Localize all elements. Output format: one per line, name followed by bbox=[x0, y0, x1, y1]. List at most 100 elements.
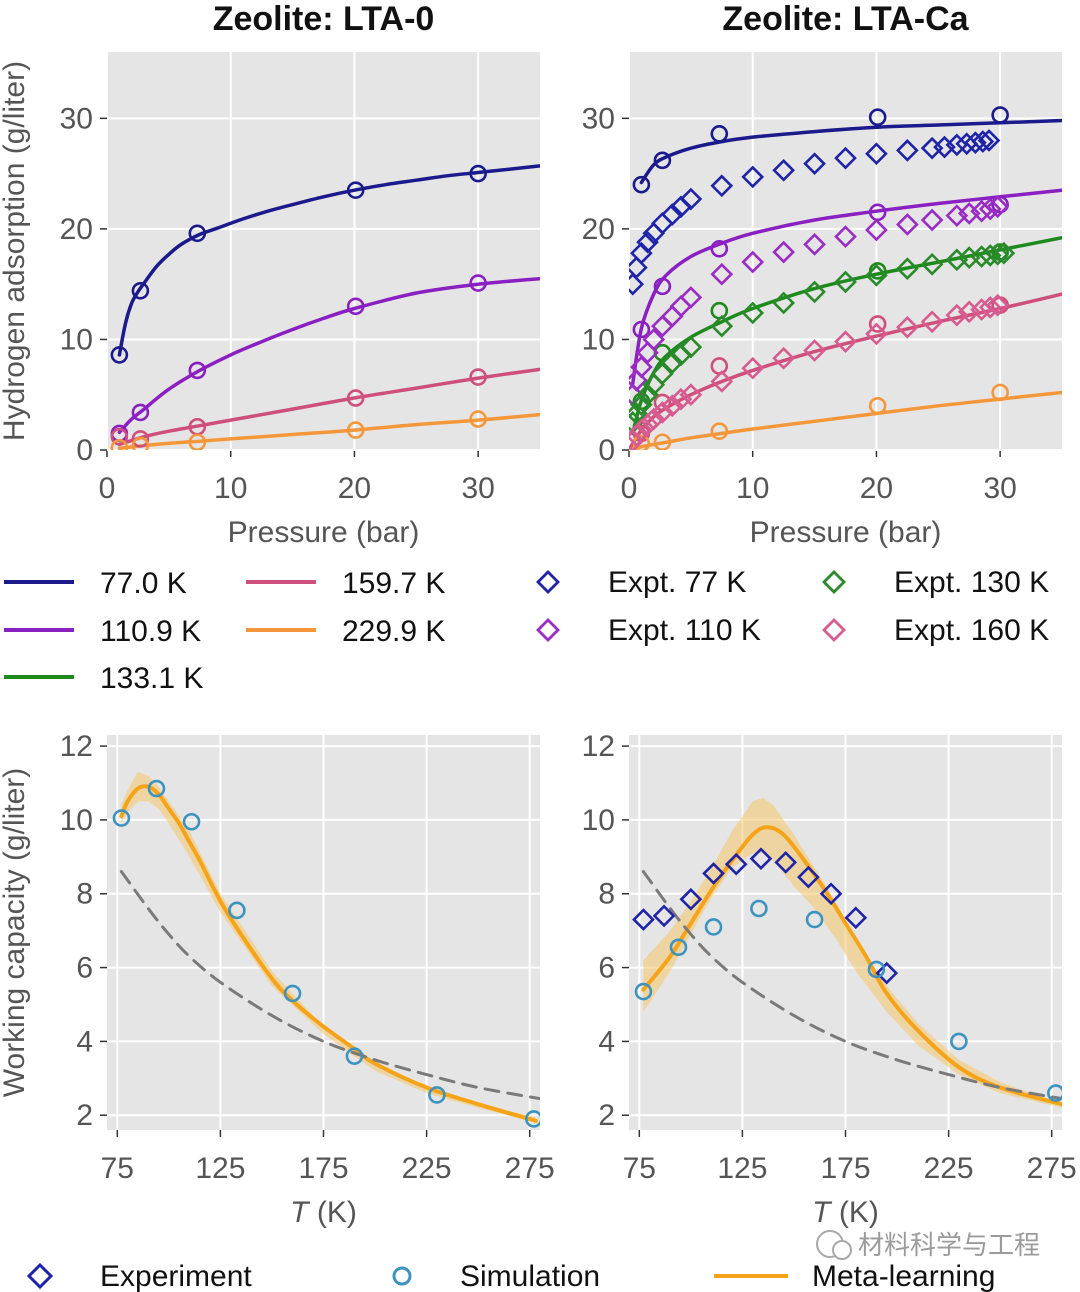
legend-methods: Experiment Simulation Meta-learning bbox=[26, 1260, 995, 1292]
curve-229-9-k bbox=[629, 390, 1062, 450]
point-simulation bbox=[345, 1047, 364, 1065]
point-expt-110-k bbox=[978, 197, 1002, 221]
point-expt-130-k bbox=[992, 241, 1016, 265]
point-expt-77-k bbox=[629, 256, 648, 279]
point-simulation bbox=[634, 982, 653, 1001]
point-expt-110-k bbox=[741, 250, 765, 274]
plot-marks bbox=[632, 797, 1062, 1108]
point-expt-130-k bbox=[741, 301, 765, 325]
point-77-0-k-sim bbox=[110, 346, 129, 364]
x-axis-label: T (K) bbox=[290, 1196, 357, 1229]
point-expt-160-k bbox=[945, 303, 969, 327]
point-110-9-k-sim bbox=[469, 274, 487, 292]
point-expt-110-k bbox=[630, 355, 653, 379]
wechat-logo-icon-small bbox=[832, 1240, 852, 1260]
point-expt-130-k bbox=[660, 351, 684, 374]
point-159-7-k-sim bbox=[110, 427, 129, 446]
legend-marker-swatch bbox=[536, 618, 560, 642]
legend-line-label: 159.7 K bbox=[342, 567, 445, 600]
point-expt-110-k bbox=[642, 328, 666, 351]
point-simulation bbox=[704, 918, 723, 936]
legend-marker-label: Expt. 77 K bbox=[608, 566, 746, 599]
y-tick-label: 0 bbox=[76, 434, 93, 467]
point-77-0-k-sim bbox=[991, 106, 1009, 124]
point-simulation bbox=[428, 1086, 446, 1104]
point-experiment bbox=[819, 882, 843, 906]
legend-line-label: 77.0 K bbox=[100, 567, 187, 600]
legend-simulation-marker bbox=[392, 1266, 412, 1286]
x-tick-label: 275 bbox=[505, 1152, 555, 1185]
meta-learning-uncertainty-band bbox=[121, 771, 536, 1123]
point-expt-77-k bbox=[629, 272, 645, 296]
point-expt-160-k bbox=[803, 339, 826, 362]
point-experiment bbox=[875, 961, 899, 985]
x-tick-label: 20 bbox=[860, 472, 893, 505]
point-expt-160-k bbox=[642, 407, 666, 431]
point-expt-77-k bbox=[660, 203, 684, 226]
y-tick-label: 10 bbox=[582, 323, 615, 356]
point-expt-77-k bbox=[896, 139, 919, 162]
x-tick-label: 0 bbox=[621, 472, 638, 505]
point-experiment bbox=[797, 865, 820, 889]
point-77-0-k-sim bbox=[632, 175, 651, 194]
point-229-9-k-sim bbox=[110, 438, 129, 450]
watermark: 材料科学与工程 bbox=[816, 1230, 1040, 1260]
legend-marker-swatch bbox=[822, 570, 846, 594]
x-axis-label: T (K) bbox=[812, 1196, 879, 1229]
point-expt-110-k bbox=[920, 208, 944, 232]
meta-learning-uncertainty-band bbox=[643, 797, 1062, 1108]
y-tick-label: 6 bbox=[598, 952, 615, 985]
point-experiment bbox=[724, 852, 748, 876]
plot-marks bbox=[629, 106, 1062, 450]
point-110-9-k-sim bbox=[346, 297, 365, 316]
point-expt-130-k bbox=[679, 335, 703, 359]
point-simulation bbox=[1047, 1084, 1062, 1102]
point-expt-77-k bbox=[971, 130, 995, 153]
point-expt-160-k bbox=[957, 300, 981, 324]
point-110-9-k-sim bbox=[632, 320, 651, 339]
point-expt-130-k bbox=[945, 248, 969, 272]
point-159-7-k-sim bbox=[131, 430, 150, 448]
panel-ltaca-isotherm: 0 10 20 30 0 10 20 30 Zeolite: LTA-Ca Pressure (b… bbox=[582, 0, 1062, 549]
point-229-9-k-sim bbox=[710, 422, 729, 441]
watermark-text: 材料科学与工程 bbox=[858, 1230, 1040, 1260]
curve-110-9-k bbox=[117, 276, 540, 435]
y-tick-label: 30 bbox=[60, 102, 93, 135]
point-expt-110-k bbox=[945, 204, 969, 227]
point-simulation bbox=[228, 901, 246, 920]
curve-dashed bbox=[641, 870, 1062, 1101]
legend-line-label: 133.1 K bbox=[100, 662, 203, 695]
curve-110-9-k bbox=[630, 188, 1062, 386]
x-tick-label: 125 bbox=[717, 1152, 767, 1185]
plot-marks bbox=[112, 771, 540, 1128]
point-expt-160-k bbox=[920, 310, 944, 334]
panel-ltaca-working-capacity: 75 125 175 225 275 2 4 6 8 10 12 T (K) bbox=[582, 730, 1077, 1229]
x-tick-label: 0 bbox=[99, 472, 116, 505]
point-expt-160-k bbox=[669, 387, 693, 411]
point-expt-77-k bbox=[933, 135, 956, 159]
x-tick-label: 75 bbox=[101, 1152, 134, 1185]
point-simulation bbox=[867, 960, 886, 979]
point-expt-110-k bbox=[710, 262, 734, 286]
point-expt-130-k bbox=[636, 383, 659, 407]
y-tick-label: 4 bbox=[598, 1025, 615, 1058]
point-expt-130-k bbox=[896, 257, 919, 281]
curve-77-0-k bbox=[639, 118, 1062, 185]
x-tick-label: 275 bbox=[1027, 1152, 1077, 1185]
panel-lta0-working-capacity: 75 125 175 225 275 2 4 6 8 10 12 T (K) Working capac… bbox=[0, 730, 555, 1229]
legend-marker-label: Expt. 110 K bbox=[608, 614, 761, 647]
curve-meta-learning bbox=[641, 825, 1062, 1107]
curve-dashed bbox=[119, 870, 540, 1101]
point-expt-77-k bbox=[636, 230, 659, 254]
y-tick-label: 8 bbox=[76, 878, 93, 911]
point-110-9-k-sim bbox=[710, 239, 729, 258]
legend-meta-label: Meta-learning bbox=[812, 1260, 995, 1292]
y-tick-label: 2 bbox=[76, 1099, 93, 1132]
legend-marker-label: Expt. 130 K bbox=[894, 566, 1049, 599]
legend-experiment-marker bbox=[26, 1262, 54, 1290]
point-expt-130-k bbox=[630, 393, 653, 417]
legend-line-label: 110.9 K bbox=[100, 615, 201, 648]
plot-marks bbox=[110, 164, 540, 450]
point-experiment bbox=[702, 862, 725, 885]
point-expt-110-k bbox=[957, 202, 981, 225]
